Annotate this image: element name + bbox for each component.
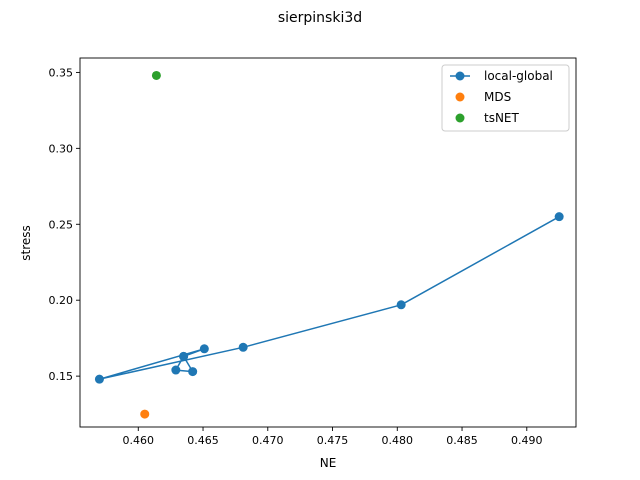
legend-marker: [455, 92, 465, 102]
y-tick-label: 0.20: [49, 294, 74, 307]
x-tick-label: 0.475: [317, 434, 349, 447]
y-tick-label: 0.25: [49, 218, 74, 231]
data-point-local-global: [199, 344, 209, 354]
x-tick-label: 0.485: [446, 434, 478, 447]
data-point-tsNET: [151, 70, 161, 80]
x-tick-label: 0.470: [252, 434, 284, 447]
legend-label: local-global: [484, 69, 553, 83]
x-axis-label: NE: [320, 456, 337, 470]
x-tick-label: 0.480: [382, 434, 414, 447]
legend-marker: [455, 71, 465, 81]
data-point-local-global: [554, 212, 564, 222]
y-tick-label: 0.15: [49, 370, 74, 383]
legend-label: tsNET: [484, 111, 520, 125]
legend-box: [441, 64, 570, 132]
chart-title: sierpinski3d: [278, 10, 362, 26]
data-point-MDS: [140, 409, 150, 419]
data-point-local-global: [94, 374, 104, 384]
legend: local-global MDS tsNET: [441, 64, 570, 132]
plot-marks: [94, 70, 564, 419]
y-tick-label: 0.30: [49, 142, 74, 155]
x-tick-label: 0.460: [123, 434, 155, 447]
y-axis-ticks: 0.15 0.20 0.25 0.30 0.35: [49, 66, 80, 383]
y-tick-label: 0.35: [49, 66, 74, 79]
x-axis-ticks: 0.460 0.465 0.470 0.475 0.480 0.485 0.490: [123, 427, 543, 447]
data-point-local-global: [179, 351, 189, 361]
data-point-local-global: [238, 342, 248, 352]
axes-frame: [79, 57, 577, 428]
data-point-local-global: [396, 300, 406, 310]
legend-marker: [455, 113, 465, 123]
data-point-local-global: [171, 365, 181, 375]
legend-label: MDS: [484, 90, 511, 104]
x-tick-label: 0.490: [511, 434, 543, 447]
axes: [79, 57, 577, 428]
x-tick-label: 0.465: [187, 434, 219, 447]
data-point-local-global: [188, 367, 198, 377]
y-axis-label: stress: [19, 225, 33, 261]
